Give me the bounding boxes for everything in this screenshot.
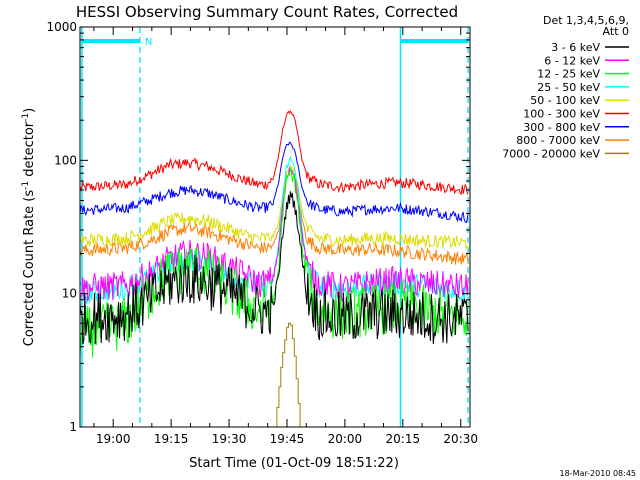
x-tick-label: 20:00 (328, 432, 363, 446)
x-tick-label: 20:30 (443, 432, 478, 446)
observing-mode-markers: N (81, 27, 469, 427)
legend-header: Att 0 (603, 25, 629, 38)
series-layer (79, 110, 469, 428)
timestamp: 18-Mar-2010 08:45 (560, 469, 637, 478)
plot-frame (79, 26, 471, 428)
x-tick-label: 19:15 (154, 432, 189, 446)
legend-entry-label: 6 - 12 keV (544, 54, 600, 67)
legend-entry-label: 100 - 300 keV (523, 108, 600, 121)
x-tick-label: 19:45 (270, 432, 305, 446)
x-tick-label: 20:15 (386, 432, 421, 446)
y-tick-label: 1000 (46, 20, 77, 34)
series-line (275, 322, 301, 428)
legend-entry-label: 3 - 6 keV (551, 41, 600, 54)
x-tick-label: 19:00 (96, 432, 131, 446)
y-axis-label-sup1: -1 (21, 181, 31, 190)
series-line (79, 191, 469, 345)
legend-entry-label: 7000 - 20000 keV (502, 147, 600, 160)
series-line (79, 168, 469, 265)
y-axis-label-main: Corrected Count Rate (s (22, 190, 37, 347)
legend-entry-label: 300 - 800 keV (523, 121, 600, 134)
night-label: N (145, 37, 152, 48)
y-axis-label: Corrected Count Rate (s-1 detector-1) (21, 108, 37, 346)
series-line (79, 110, 469, 195)
series-line (79, 164, 469, 250)
legend-entry-label: 800 - 7000 keV (516, 134, 600, 147)
legend-entry-label: 12 - 25 keV (537, 68, 600, 81)
y-axis-label-end: ) (22, 108, 37, 113)
axis-ticks: 19:00 19:15 19:30 19:45 20:00 20:15 20:30 1 10 10… (46, 20, 478, 446)
y-tick-label: 1 (69, 420, 77, 434)
series-line (79, 141, 469, 224)
y-axis-label-sup2: -1 (21, 113, 31, 122)
series-line (79, 167, 469, 358)
y-tick-label: 10 (62, 287, 77, 301)
x-axis-label: Start Time (01-Oct-09 18:51:22) (189, 456, 399, 471)
chart-title: HESSI Observing Summary Count Rates, Cor… (76, 3, 458, 21)
legend-header: Det 1,3,4,5,6,9, (543, 14, 629, 27)
legend-entry-label: 50 - 100 keV (530, 94, 600, 107)
y-axis-label-mid: detector (22, 121, 37, 181)
legend-entry-label: 25 - 50 keV (537, 81, 600, 94)
y-tick-label: 100 (54, 153, 77, 167)
x-tick-label: 19:30 (212, 432, 247, 446)
